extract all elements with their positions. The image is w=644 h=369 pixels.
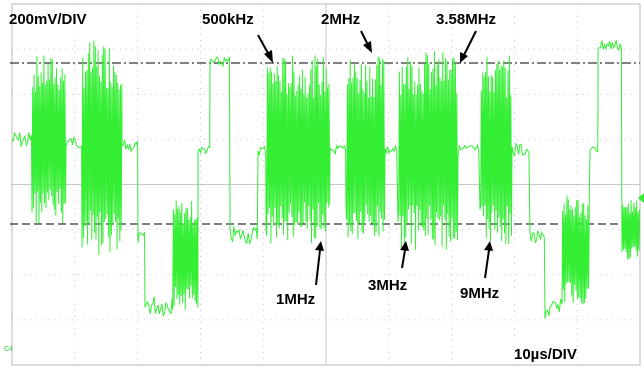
label-500khz: 500kHz: [202, 11, 254, 28]
arrow-3-58mhz: [463, 30, 477, 56]
horizontal-scale-label: 10µs/DIV: [514, 346, 577, 363]
waveform-path: [11, 40, 640, 319]
arrow-2mhz: [360, 30, 369, 46]
arrowhead-2mhz: [363, 41, 372, 53]
label-1mhz: 1MHz: [276, 291, 315, 308]
waveform-trace: [11, 40, 640, 319]
label-3mhz: 3MHz: [368, 277, 407, 294]
arrowhead-3-58mhz: [460, 52, 468, 63]
label-3-58mhz: 3.58MHz: [436, 11, 496, 28]
arrowhead-1mhz: [315, 241, 324, 251]
annotation-arrows: [257, 30, 493, 286]
arrow-1mhz: [315, 249, 321, 286]
channel-marker: C4: [4, 346, 13, 353]
label-2mhz: 2MHz: [321, 11, 360, 28]
arrow-500khz: [257, 34, 270, 56]
label-9mhz: 9MHz: [460, 285, 499, 302]
arrow-3mhz: [401, 249, 406, 269]
arrowhead-9mhz: [484, 241, 493, 251]
vertical-scale-label: 200mV/DIV: [9, 11, 87, 28]
trigger-marker-icon: [638, 193, 644, 203]
arrowhead-500khz: [264, 50, 273, 63]
arrowhead-3mhz: [400, 241, 409, 251]
arrow-9mhz: [484, 249, 490, 279]
